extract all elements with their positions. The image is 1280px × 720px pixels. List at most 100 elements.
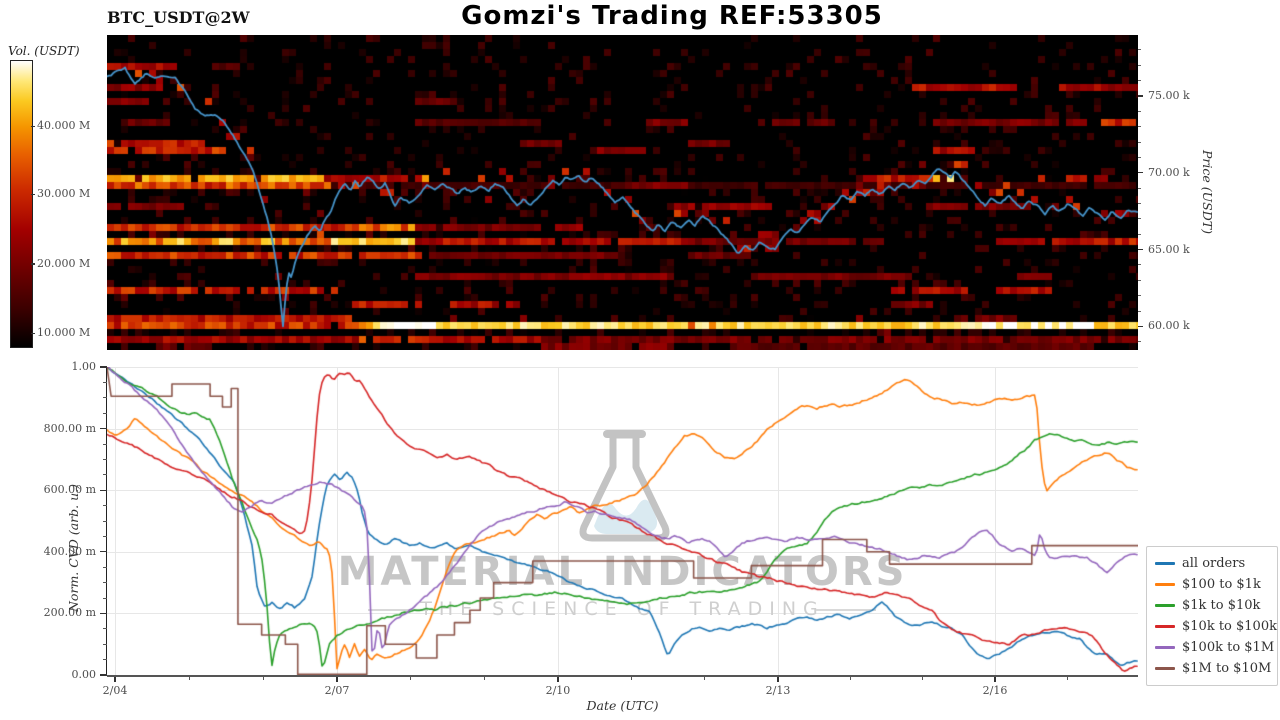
cvd-y-minor-tick [103, 381, 107, 383]
legend-item[interactable]: $1M to $10M [1155, 658, 1271, 679]
price-minor-tick [1138, 310, 1141, 312]
price-axis-label: Price (USDT) [1200, 150, 1215, 234]
price-minor-tick [1138, 156, 1141, 158]
volume-colorbar [10, 60, 33, 348]
cvd-x-minor-tick [630, 677, 632, 680]
cvd-y-tick-mark [100, 366, 107, 368]
cvd-x-tick-label: 2/16 [982, 684, 1008, 697]
price-tick-mark [1138, 95, 1143, 97]
legend-item[interactable]: $1k to $10k [1155, 595, 1269, 616]
legend-swatch [1155, 625, 1175, 628]
cvd-y-tick-mark [100, 428, 107, 430]
cvd-y-tick-label: 200.00 m [43, 606, 96, 620]
cvd-x-minor-tick [410, 677, 412, 680]
price-minor-tick [1138, 64, 1141, 66]
legend-label: $1k to $10k [1182, 598, 1261, 613]
cvd-x-tick-label: 2/04 [102, 684, 128, 697]
cvd-y-tick-label: 600.00 m [43, 483, 96, 497]
price-tick-mark [1138, 172, 1143, 174]
date-axis-label: Date (UTC) [586, 698, 659, 713]
price-minor-tick [1138, 341, 1141, 343]
cvd-x-tick-label: 2/10 [545, 684, 571, 697]
cvd-x-tick-mark [336, 677, 338, 682]
cvd-y-minor-tick [103, 659, 107, 661]
price-minor-tick [1138, 295, 1141, 297]
cvd-y-minor-tick [103, 643, 107, 645]
cvd-y-tick-mark [100, 551, 107, 553]
cvd-y-tick-mark [100, 489, 107, 491]
price-tick-mark [1138, 325, 1143, 327]
cvd-x-tick-mark [557, 677, 559, 682]
price-minor-tick [1138, 110, 1141, 112]
price-minor-tick [1138, 49, 1141, 51]
legend-item[interactable]: $100 to $1k [1155, 574, 1269, 595]
cvd-x-minor-tick [188, 677, 190, 680]
legend-swatch [1155, 646, 1175, 649]
page-title: Gomzi's Trading REF:53305 [461, 1, 883, 31]
legend-swatch [1155, 667, 1175, 670]
cvd-x-tick-mark [994, 677, 996, 682]
cvd-y-tick-label: 400.00 m [43, 544, 96, 558]
cvd-x-tick-label: 2/13 [765, 684, 791, 697]
price-tick-label: 70.00 k [1148, 165, 1190, 179]
cvd-y-minor-tick [103, 628, 107, 630]
cvd-x-minor-tick [704, 677, 706, 680]
cvd-x-minor-tick [483, 677, 485, 680]
cvd-x-tick-mark [114, 677, 116, 682]
legend-label: $100 to $1k [1182, 577, 1261, 592]
price-minor-tick [1138, 126, 1141, 128]
cvd-y-minor-tick [103, 458, 107, 460]
cvd-x-minor-tick [922, 677, 924, 680]
legend-swatch [1155, 562, 1175, 565]
legend-item[interactable]: $10k to $100k [1155, 616, 1277, 637]
cvd-x-tick-label: 2/07 [324, 684, 350, 697]
cvd-y-tick-label: 1.00 [71, 360, 97, 373]
cvd-y-tick-mark [100, 612, 107, 614]
price-minor-tick [1138, 187, 1141, 189]
legend-swatch [1155, 604, 1175, 607]
cvd-y-minor-tick [103, 597, 107, 599]
price-minor-tick [1138, 202, 1141, 204]
cvd-lines-canvas [107, 367, 1138, 675]
colorbar-label: Vol. (USDT) [8, 44, 80, 58]
price-tick-mark [1138, 248, 1143, 251]
colorbar-tick-label: 10.000 M [37, 326, 91, 340]
cvd-y-minor-tick [103, 505, 107, 507]
colorbar-tick-mark [31, 332, 35, 334]
legend-label: all orders [1182, 556, 1246, 571]
cvd-y-minor-tick [103, 520, 107, 522]
legend-label: $100k to $1M [1182, 640, 1275, 655]
legend-swatch [1155, 583, 1175, 586]
cvd-x-minor-tick [849, 677, 851, 680]
price-minor-tick [1138, 218, 1141, 220]
colorbar-tick-label: 40.000 M [37, 119, 91, 133]
price-minor-tick [1138, 233, 1141, 235]
cvd-y-minor-tick [103, 443, 107, 445]
liquidity-heatmap-canvas [107, 35, 1138, 350]
price-tick-label: 60.00 k [1148, 319, 1190, 333]
cvd-bottom-spine [107, 675, 1138, 677]
colorbar-tick-mark [31, 263, 35, 265]
cvd-y-minor-tick [103, 535, 107, 537]
price-minor-tick [1138, 279, 1141, 281]
legend-item[interactable]: all orders [1155, 553, 1269, 574]
cvd-y-tick-label: 0.00 [71, 668, 97, 681]
legend-item[interactable]: $100k to $1M [1155, 637, 1274, 658]
price-tick-label: 75.00 k [1148, 88, 1190, 102]
price-minor-tick [1138, 80, 1141, 82]
cvd-y-tick-mark [100, 674, 107, 676]
colorbar-tick-mark [31, 193, 35, 195]
cvd-y-tick-label: 800.00 m [43, 421, 96, 435]
legend-label: $10k to $100k [1182, 619, 1277, 634]
price-tick-label: 65.00 k [1148, 242, 1190, 256]
cvd-x-tick-mark [777, 677, 779, 682]
cvd-y-minor-tick [103, 412, 107, 414]
heatmap-subtitle: BTC_USDT@2W [107, 8, 250, 27]
price-minor-tick [1138, 141, 1141, 143]
cvd-y-minor-tick [103, 582, 107, 584]
cvd-y-minor-tick [103, 397, 107, 399]
colorbar-tick-label: 20.000 M [37, 256, 91, 270]
cvd-y-minor-tick [103, 474, 107, 476]
cvd-x-minor-tick [1066, 677, 1068, 680]
